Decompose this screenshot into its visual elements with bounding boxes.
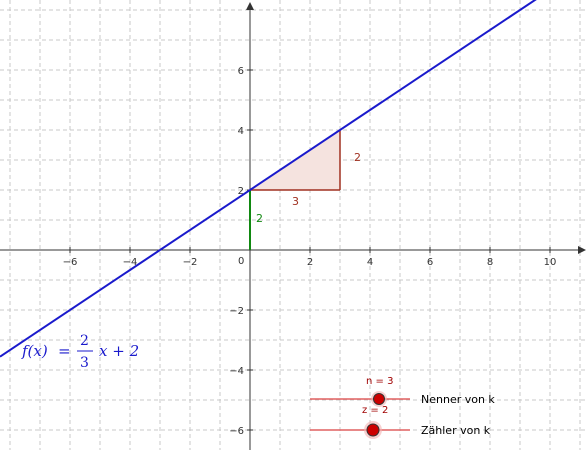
y-tick-label: 6 <box>238 66 244 77</box>
intercept-segment[interactable]: 2 <box>249 190 263 250</box>
function-tail: x + 2 <box>99 342 139 360</box>
y-tick-label: −6 <box>229 426 244 437</box>
function-denominator: 3 <box>80 355 89 371</box>
slider-n-caption: n = 3 <box>366 376 393 387</box>
function-graph-line[interactable] <box>0 0 588 358</box>
slider-z-label: Zähler von k <box>421 424 491 437</box>
x-tick-label: 4 <box>367 257 373 268</box>
origin-label: 0 <box>238 256 244 267</box>
slope-run-label: 3 <box>292 195 299 208</box>
x-tick-label: −6 <box>63 257 78 268</box>
y-tick-label: 4 <box>238 126 244 137</box>
y-tick-label: −2 <box>229 306 244 317</box>
function-numerator: 2 <box>80 333 89 349</box>
slope-rise-label: 2 <box>354 151 361 164</box>
function-formula[interactable]: f(x) = 2 3 x + 2 <box>21 333 139 371</box>
function-name: f(x) <box>21 342 48 360</box>
x-tick-label: −2 <box>183 257 198 268</box>
x-tick-label: 6 <box>427 257 433 268</box>
slider-z-knob[interactable] <box>366 423 380 437</box>
y-axis-arrow-icon <box>246 2 254 10</box>
y-tick-label: 2 <box>238 186 244 197</box>
slider-n[interactable]: n = 3 Nenner von k <box>310 376 495 407</box>
x-axis-arrow-icon <box>578 246 586 254</box>
intercept-segment-label: 2 <box>256 212 263 225</box>
slider-n-knob[interactable] <box>373 393 385 405</box>
y-tick-labels: 6 4 2 −2 −4 −6 <box>229 66 253 437</box>
x-tick-labels: −6 −4 −2 2 4 6 8 10 <box>63 247 557 268</box>
x-tick-label: −4 <box>123 257 138 268</box>
x-tick-label: 10 <box>544 257 557 268</box>
slider-z-caption: z = 2 <box>362 405 388 416</box>
slope-triangle[interactable]: 3 2 <box>250 130 361 208</box>
slider-z[interactable]: z = 2 Zähler von k <box>310 405 491 439</box>
x-tick-label: 8 <box>487 257 493 268</box>
y-tick-label: −4 <box>229 366 244 377</box>
slider-n-label: Nenner von k <box>421 393 495 406</box>
x-tick-label: 2 <box>307 257 313 268</box>
function-equals: = <box>58 342 71 360</box>
